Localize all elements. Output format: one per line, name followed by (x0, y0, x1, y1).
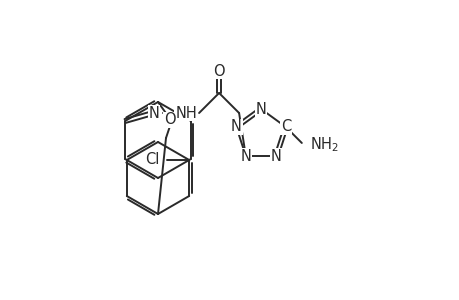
Text: O: O (164, 112, 175, 128)
Text: C: C (280, 119, 290, 134)
Text: O: O (213, 64, 224, 79)
Text: N: N (255, 101, 266, 116)
Text: N: N (240, 148, 251, 164)
Text: N: N (270, 148, 281, 164)
Text: NH: NH (175, 106, 196, 121)
Text: N: N (230, 119, 241, 134)
Text: N: N (148, 106, 159, 121)
Text: NH$_2$: NH$_2$ (309, 136, 338, 154)
Text: Cl: Cl (145, 152, 159, 167)
